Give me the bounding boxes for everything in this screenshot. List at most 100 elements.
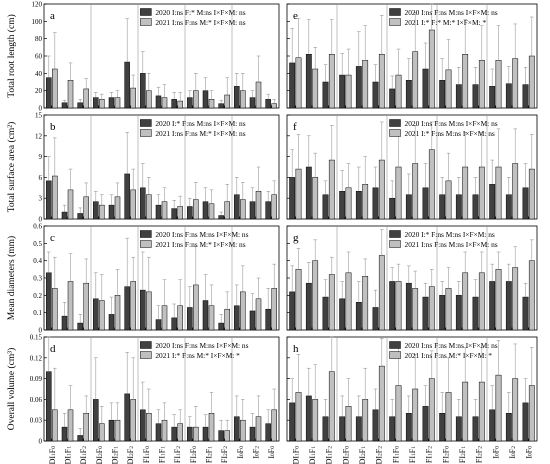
bar-2020 (61, 315, 68, 331)
bar-2021 (378, 365, 385, 442)
bar-2020 (405, 80, 412, 109)
bar-2020 (171, 317, 177, 331)
bar-2020 (489, 409, 496, 442)
bar-2020 (202, 90, 209, 109)
bar-2021 (114, 97, 121, 109)
y-axis-label: Overall volume (cm³) (6, 348, 17, 431)
legend-swatch-2020 (140, 341, 152, 349)
y-tick-label: 20 (35, 87, 43, 95)
bar-2020 (405, 282, 412, 331)
bar-2021 (224, 94, 230, 109)
panel-letter: h (293, 343, 299, 355)
bar-2020 (489, 184, 496, 220)
bar-2021 (193, 199, 199, 220)
legend-swatch-2020 (389, 341, 401, 349)
bar-2021 (478, 272, 485, 331)
bar-2021 (295, 392, 302, 442)
bar-2020 (322, 81, 329, 109)
bar-2020 (187, 426, 193, 442)
bar-2021 (161, 97, 168, 109)
legend-swatch-2020 (140, 230, 152, 238)
y-tick-label: 0.4 (33, 257, 42, 265)
x-tick-label: FI2F0 (189, 446, 198, 463)
bar-2021 (395, 74, 402, 109)
bar-2020 (265, 201, 271, 220)
bar-2021 (412, 288, 419, 331)
y-tick-label: 0.2 (33, 292, 42, 300)
bar-2021 (224, 308, 230, 331)
bar-2021 (193, 90, 199, 109)
bar-2021 (208, 99, 215, 109)
bar-2020 (218, 103, 224, 109)
panel-c: 0 0.1 0.2 0.3 0.4 0.5 0.6 c 2020 I:ns F:ns M:ns … (33, 223, 280, 335)
panel-letter: c (50, 232, 55, 244)
bar-2021 (193, 284, 199, 331)
bar-2021 (312, 399, 319, 442)
bar-2020 (249, 97, 256, 109)
bar-2021 (255, 416, 262, 442)
bar-2020 (522, 187, 529, 220)
bar-2021 (395, 166, 402, 220)
bar-2020 (472, 194, 479, 220)
bar-2020 (249, 310, 256, 331)
bar-2020 (46, 180, 52, 220)
bar-2020 (389, 416, 396, 442)
bar-2020 (289, 402, 296, 442)
legend-entry: 2020 I:ns F:* M:ns I×F×M: ns (155, 8, 245, 17)
legend-entry: 2020 I:ns F:ns M:ns I×F×M: ns (405, 341, 498, 350)
bar-2021 (146, 194, 152, 220)
legend-swatch-2020 (389, 119, 401, 127)
bar-2021 (52, 68, 58, 109)
panel-b: 0 3 6 9 12 15 b 2020 I:* F:ns M:ns I×F×M: ns202… (35, 112, 280, 224)
bar-2021 (428, 29, 435, 109)
x-tick-label: FI1F0 (142, 446, 151, 463)
bar-2021 (512, 267, 519, 331)
bar-2021 (240, 419, 246, 442)
bar-2020 (405, 413, 412, 442)
bar-2021 (255, 191, 262, 220)
bar-2021 (495, 60, 502, 109)
bar-2021 (295, 269, 302, 331)
bar-2020 (339, 298, 346, 331)
bar-2021 (130, 281, 136, 331)
bar-2021 (512, 378, 519, 442)
bar-2021 (428, 286, 435, 331)
bar-2021 (328, 54, 335, 109)
bar-2020 (124, 286, 130, 331)
bar-2020 (61, 211, 68, 220)
y-tick-label: 3 (39, 195, 43, 203)
bar-2020 (339, 416, 346, 442)
bar-2021 (130, 399, 136, 442)
bar-2021 (271, 103, 277, 109)
bar-2021 (462, 54, 469, 109)
bar-2021 (362, 60, 369, 109)
bar-2020 (234, 86, 240, 109)
bar-2020 (140, 187, 146, 220)
x-tick-label: DI1F2 (79, 446, 88, 464)
bar-2021 (495, 269, 502, 331)
bar-2020 (249, 426, 256, 442)
bar-2020 (489, 281, 496, 331)
bar-2021 (146, 413, 152, 442)
bar-2020 (289, 177, 296, 220)
bar-2021 (445, 392, 452, 442)
bar-2020 (77, 102, 83, 109)
bar-2021 (114, 295, 121, 331)
bar-2020 (439, 295, 446, 331)
bar-2020 (339, 74, 346, 109)
bar-2021 (208, 305, 215, 331)
bar-2020 (422, 406, 429, 442)
x-tick-label: FI1F2 (425, 446, 434, 463)
x-tick-label: I0F0 (525, 446, 534, 459)
bar-2020 (93, 97, 99, 109)
bar-2020 (202, 426, 209, 442)
bar-2020 (522, 84, 529, 109)
legend-entry: 2020 I:ns F:ns M:ns I×F×M: ns (405, 119, 498, 128)
x-tick-label: FI2F2 (220, 446, 229, 463)
x-tick-label: FI2F1 (458, 446, 467, 463)
bar-2021 (99, 99, 105, 109)
bar-2021 (177, 423, 183, 442)
bar-2021 (312, 68, 319, 109)
